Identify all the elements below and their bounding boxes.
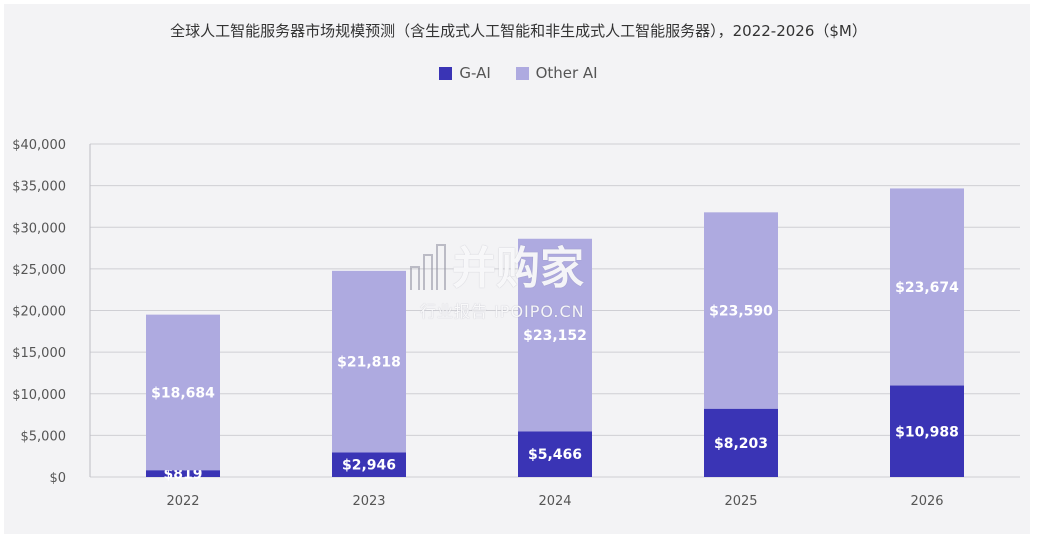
bar-g-ai [890,385,964,477]
data-label-g-ai: $10,988 [895,424,959,440]
x-tick-label: 2025 [724,494,757,509]
x-tick-label: 2026 [910,494,943,509]
bar-other-ai [146,314,220,471]
y-tick-label: $40,000 [12,138,66,153]
y-tick-label: $0 [49,471,66,486]
y-tick-label: $30,000 [12,221,66,236]
legend-swatch-other-ai [515,66,529,80]
legend-item-other-ai: Other AI [515,64,598,82]
data-label-other-ai: $21,818 [337,355,401,371]
x-tick-label: 2023 [352,494,385,509]
data-label-g-ai: $819 [164,467,203,483]
bar-other-ai [518,238,592,432]
data-label-g-ai: $8,203 [714,436,768,452]
data-label-other-ai: $18,684 [151,385,215,401]
bar-g-ai [146,470,220,477]
data-label-other-ai: $23,590 [709,304,773,320]
data-label-other-ai: $23,674 [895,280,959,296]
legend: G-AI Other AI [0,64,1037,84]
y-tick-label: $20,000 [12,305,66,320]
data-label-g-ai: $5,466 [528,447,582,463]
bar-other-ai [332,270,406,453]
y-tick-label: $25,000 [12,263,66,278]
data-label-other-ai: $23,152 [523,328,587,344]
y-tick-label: $5,000 [21,429,67,444]
legend-swatch-g-ai [439,66,453,80]
bar-g-ai [704,408,778,477]
y-tick-label: $35,000 [12,180,66,195]
chart-title: 全球人工智能服务器市场规模预测（含生成式人工智能和非生成式人工智能服务器），20… [170,22,867,40]
legend-label-other-ai: Other AI [535,64,598,82]
x-tick-label: 2022 [166,494,199,509]
legend-label-g-ai: G-AI [459,64,491,82]
x-tick-label: 2024 [538,494,571,509]
bar-other-ai [704,212,778,409]
y-tick-label: $10,000 [12,388,66,403]
bar-g-ai [332,452,406,477]
y-tick-label: $15,000 [12,346,66,361]
bar-other-ai [890,188,964,386]
bar-g-ai [518,431,592,477]
data-label-g-ai: $2,946 [342,458,396,474]
legend-item-g-ai: G-AI [439,64,491,82]
